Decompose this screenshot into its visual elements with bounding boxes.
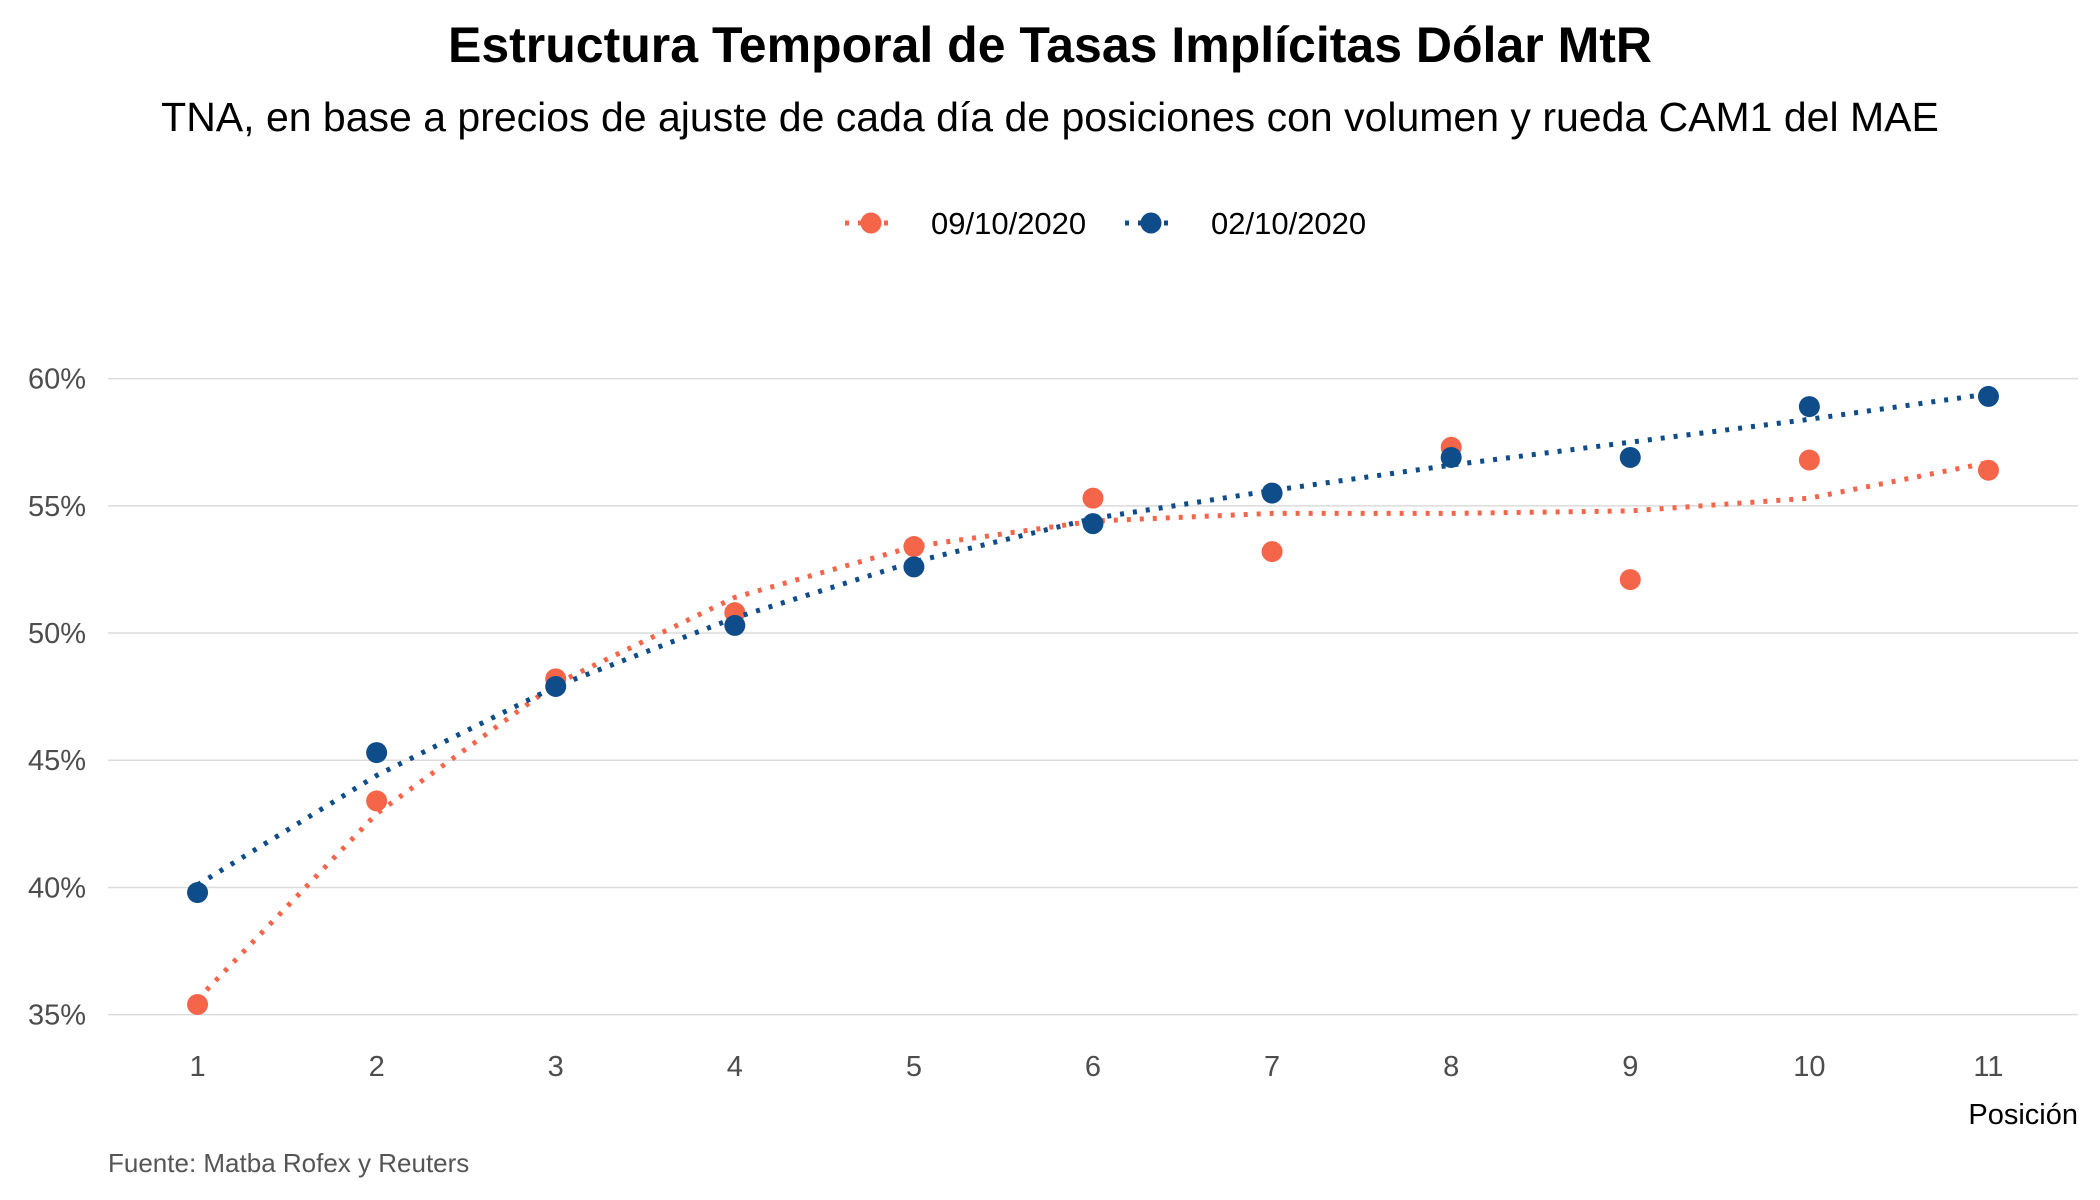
x-tick-label: 2 [369,1051,385,1083]
x-tick-label: 7 [1264,1051,1280,1083]
x-tick-label: 1 [189,1051,205,1083]
x-tick-label: 6 [1085,1051,1101,1083]
x-tick-label: 11 [1973,1051,2003,1083]
data-point [1261,482,1283,504]
chart-title: Estructura Temporal de Tasas Implícitas … [448,17,1652,73]
data-point [187,993,209,1015]
data-point [1082,487,1104,509]
data-point [1440,446,1462,468]
y-tick-label: 40% [28,872,86,904]
legend-label: 09/10/2020 [931,206,1086,241]
data-point [1082,513,1104,535]
legend-marker [860,212,882,234]
y-tick-label: 55% [28,491,86,523]
data-point [366,742,388,764]
data-point [1798,449,1820,471]
data-point [366,790,388,812]
data-point [1261,541,1283,563]
legend-label: 02/10/2020 [1211,206,1366,241]
trend-line [195,460,1989,1002]
caption: Fuente: Matba Rofex y Reuters [108,1148,469,1178]
data-point [1798,396,1820,418]
legend-item: 02/10/2020 [1125,206,1366,241]
y-axis-ticks: 35% 40% 45% 50% 55% 60% [28,364,86,1032]
x-tick-label: 10 [1793,1051,1825,1083]
data-point [1619,569,1641,591]
x-tick-label: 5 [906,1051,922,1083]
data-point [187,882,209,904]
x-tick-label: 9 [1622,1051,1638,1083]
legend-item: 09/10/2020 [845,206,1086,241]
chart-subtitle: TNA, en base a precios de ajuste de cada… [161,94,1939,140]
data-point [545,675,567,697]
series-layer [187,385,1999,1015]
x-tick-label: 3 [548,1051,564,1083]
legend-marker [1140,212,1162,234]
legend: 09/10/2020 02/10/2020 [845,206,1366,241]
y-tick-label: 60% [28,364,86,396]
x-tick-label: 4 [727,1051,743,1083]
y-tick-label: 50% [28,618,86,650]
x-axis-ticks: 1 2 3 4 5 6 7 8 9 10 11 [189,1051,2003,1083]
series-2 [187,385,1999,904]
x-tick-label: 8 [1443,1051,1459,1083]
data-point [1977,459,1999,481]
data-point [903,536,925,558]
y-tick-label: 45% [28,745,86,777]
x-axis-title: Posición [1968,1099,2078,1131]
data-point [1619,446,1641,468]
gridlines [108,377,2078,1016]
y-tick-label: 35% [28,1000,86,1032]
data-point [1977,385,1999,407]
data-point [724,614,746,636]
trend-line [196,391,1989,888]
data-point [903,556,925,578]
